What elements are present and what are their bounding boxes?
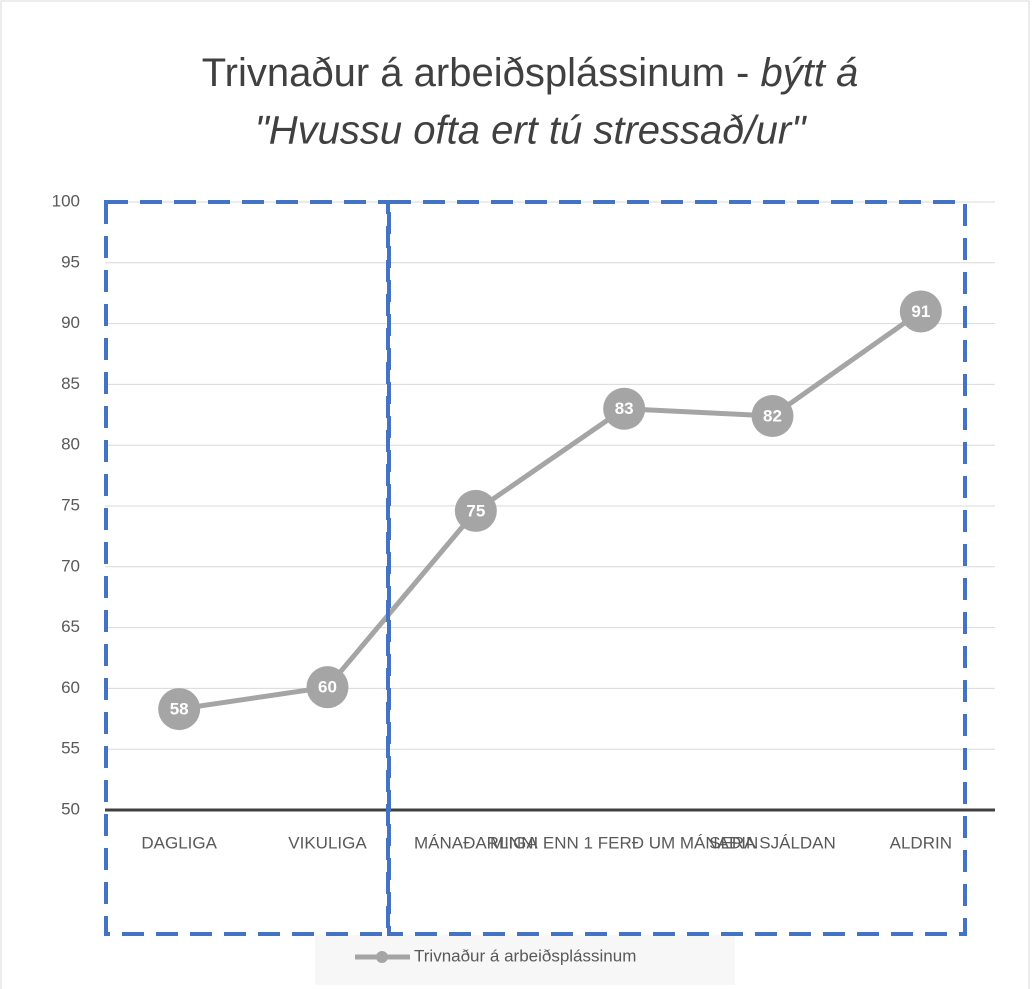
overlay (104, 200, 967, 936)
marker (306, 666, 349, 709)
data-label: 60 (318, 678, 337, 697)
y-tick-label: 75 (61, 495, 80, 514)
title-italic: býtt á (760, 51, 858, 95)
data-label: 82 (763, 407, 782, 426)
title-italic: "Hvussu ofta ert tú stressað/ur" (255, 109, 808, 153)
y-tick-label: 90 (61, 313, 80, 332)
plot: 50 55 60 65 70 75 80 85 90 95 100 DAGLIGA VIKULIGA MÁ… (52, 191, 995, 852)
data-label: 91 (911, 302, 930, 321)
y-tick-label: 50 (61, 799, 80, 818)
x-tick-label: ALDRIN (890, 833, 952, 852)
highlight-box (387, 200, 967, 936)
y-tick-label: 85 (61, 374, 80, 393)
y-tick-label: 95 (61, 252, 80, 271)
data-label: 75 (466, 501, 485, 520)
y-tick-label: 55 (61, 739, 80, 758)
series-line (178, 309, 923, 712)
data-label: 58 (170, 700, 189, 719)
title-main: Trivnaður á arbeiðsplássinum - (202, 51, 761, 95)
y-tick-label: 80 (61, 435, 80, 454)
y-tick-label: 60 (61, 678, 80, 697)
chart-title: Trivnaður á arbeiðsplássinum - býtt á (202, 51, 859, 95)
marker (751, 395, 794, 438)
x-tick-label: MINNI ENN 1 FERÐ UM MÁNAÐIN (490, 833, 758, 852)
x-tick-label: MÁNAÐARLIGA (414, 833, 538, 852)
x-tick-label: VIKULIGA (288, 833, 367, 852)
x-tick-label: SERA SJÁLDAN (709, 833, 836, 852)
x-tick-label: DAGLIGA (141, 833, 217, 852)
legend-label: Trivnaður á arbeiðsplássinum (414, 946, 636, 965)
marker (899, 290, 942, 333)
data-label: 83 (615, 399, 634, 418)
y-tick-label: 100 (52, 191, 80, 210)
marker (603, 387, 646, 430)
legend-marker (376, 951, 388, 963)
marker (454, 489, 497, 532)
marker (158, 688, 201, 731)
y-tick-label: 65 (61, 617, 80, 636)
y-tick-label: 70 (61, 556, 80, 575)
